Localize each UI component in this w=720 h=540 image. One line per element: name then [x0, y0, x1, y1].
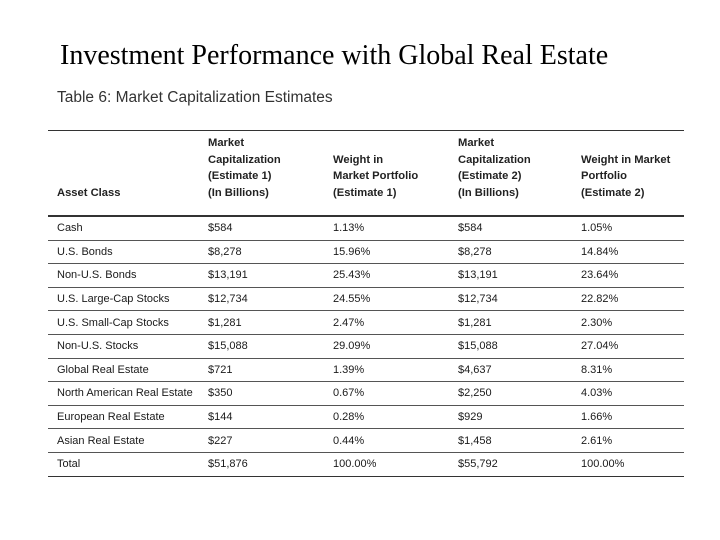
value-cell: $1,458 — [449, 428, 572, 453]
asset-class-cell: Total — [48, 452, 199, 477]
table-body: Cash $584 1.13% $584 1.05% U.S. Bonds $8,278 15… — [48, 216, 684, 477]
asset-class-cell: European Real Estate — [48, 405, 199, 430]
asset-class-cell: U.S. Small-Cap Stocks — [48, 310, 199, 335]
value-cell: 14.84% — [572, 240, 684, 265]
column-header-line: (Estimate 1) — [333, 186, 397, 199]
value-cell: 2.30% — [572, 310, 684, 335]
column-header-line: (Estimate 2) — [458, 170, 522, 182]
asset-class-cell: Global Real Estate — [48, 358, 199, 383]
value-cell: $8,278 — [449, 240, 572, 265]
value-cell: 2.47% — [324, 310, 449, 335]
column-header-line: (In Billions) — [208, 186, 269, 199]
slide-title: Investment Performance with Global Real … — [60, 40, 609, 71]
asset-class-cell: Non-U.S. Bonds — [48, 263, 199, 288]
column-header-line: Market — [208, 137, 245, 149]
table-row: U.S. Large-Cap Stocks $12,734 24.55% $12,73… — [48, 287, 684, 312]
value-cell: $929 — [449, 405, 572, 430]
column-header-line: Market Portfolio — [333, 170, 419, 182]
value-cell: $15,088 — [199, 334, 324, 359]
value-cell: $584 — [199, 216, 324, 241]
value-cell: 1.05% — [572, 216, 684, 241]
value-cell: 8.31% — [572, 358, 684, 383]
column-header: Weight in Market Portfolio (Estimate 1) — [324, 131, 449, 217]
asset-class-cell: Cash — [48, 216, 199, 241]
value-cell: $4,637 — [449, 358, 572, 383]
column-header-line: Market — [458, 137, 495, 149]
value-cell: $227 — [199, 428, 324, 453]
asset-class-cell: Asian Real Estate — [48, 428, 199, 453]
value-cell: 1.13% — [324, 216, 449, 241]
value-cell: $584 — [449, 216, 572, 241]
value-cell: 0.28% — [324, 405, 449, 430]
table-caption: Table 6: Market Capitalization Estimates — [57, 89, 333, 106]
column-header: Market Capitalization (Estimate 1) (In Bill… — [199, 131, 324, 217]
value-cell: 27.04% — [572, 334, 684, 359]
value-cell: $13,191 — [199, 263, 324, 288]
value-cell: 23.64% — [572, 263, 684, 288]
column-header-line: Portfolio — [581, 170, 627, 182]
value-cell: 4.03% — [572, 381, 684, 406]
value-cell: $12,734 — [449, 287, 572, 312]
value-cell: $15,088 — [449, 334, 572, 359]
value-cell: $144 — [199, 405, 324, 430]
table-row: U.S. Small-Cap Stocks $1,281 2.47% $1,281 2.… — [48, 310, 684, 335]
asset-class-cell: U.S. Bonds — [48, 240, 199, 265]
table-row: Asian Real Estate $227 0.44% $1,458 2.61% — [48, 428, 684, 453]
table-row: Non-U.S. Stocks $15,088 29.09% $15,088 27.04… — [48, 334, 684, 359]
value-cell: $350 — [199, 381, 324, 406]
table-row: Global Real Estate $721 1.39% $4,637 8.31% — [48, 358, 684, 383]
asset-class-cell: U.S. Large-Cap Stocks — [48, 287, 199, 312]
value-cell: 24.55% — [324, 287, 449, 312]
market-cap-table: Asset Class Market Capitalization (Estimate… — [48, 130, 684, 477]
value-cell: $12,734 — [199, 287, 324, 312]
value-cell: 100.00% — [572, 452, 684, 477]
value-cell: $1,281 — [199, 310, 324, 335]
value-cell: 1.66% — [572, 405, 684, 430]
column-header-line: Weight in Market — [581, 153, 671, 166]
value-cell: $8,278 — [199, 240, 324, 265]
column-header: Asset Class — [48, 131, 199, 217]
table-row: European Real Estate $144 0.28% $929 1.66% — [48, 405, 684, 430]
column-header-line: (In Billions) — [458, 186, 519, 199]
column-header: Market Capitalization (Estimate 2) (In Bill… — [449, 131, 572, 217]
value-cell: 0.67% — [324, 381, 449, 406]
value-cell: $51,876 — [199, 452, 324, 477]
value-cell: $721 — [199, 358, 324, 383]
value-cell: 29.09% — [324, 334, 449, 359]
value-cell: 15.96% — [324, 240, 449, 265]
table-header-row: Asset Class Market Capitalization (Estimate… — [48, 130, 684, 217]
value-cell: $13,191 — [449, 263, 572, 288]
column-header-line: Capitalization — [208, 153, 281, 166]
column-header-line: Weight in — [333, 153, 384, 166]
value-cell: 25.43% — [324, 263, 449, 288]
table-total-row: Total $51,876 100.00% $55,792 100.00% — [48, 452, 684, 477]
column-header-line: (Estimate 2) — [581, 186, 645, 199]
value-cell: $1,281 — [449, 310, 572, 335]
value-cell: 2.61% — [572, 428, 684, 453]
column-header-line: (Estimate 1) — [208, 170, 272, 182]
column-header: Weight in Market Portfolio (Estimate 2) — [572, 131, 684, 217]
value-cell: 0.44% — [324, 428, 449, 453]
value-cell: $55,792 — [449, 452, 572, 477]
asset-class-cell: Non-U.S. Stocks — [48, 334, 199, 359]
value-cell: 100.00% — [324, 452, 449, 477]
table-row: North American Real Estate $350 0.67% $2,25… — [48, 381, 684, 406]
asset-class-cell: North American Real Estate — [48, 381, 199, 406]
table-row: U.S. Bonds $8,278 15.96% $8,278 14.84% — [48, 240, 684, 265]
value-cell: 22.82% — [572, 287, 684, 312]
table-row: Non-U.S. Bonds $13,191 25.43% $13,191 23.64% — [48, 263, 684, 288]
value-cell: $2,250 — [449, 381, 572, 406]
value-cell: 1.39% — [324, 358, 449, 383]
table-row: Cash $584 1.13% $584 1.05% — [48, 216, 684, 241]
column-header-line: Capitalization — [458, 153, 531, 166]
column-header-line: Asset Class — [57, 186, 121, 199]
